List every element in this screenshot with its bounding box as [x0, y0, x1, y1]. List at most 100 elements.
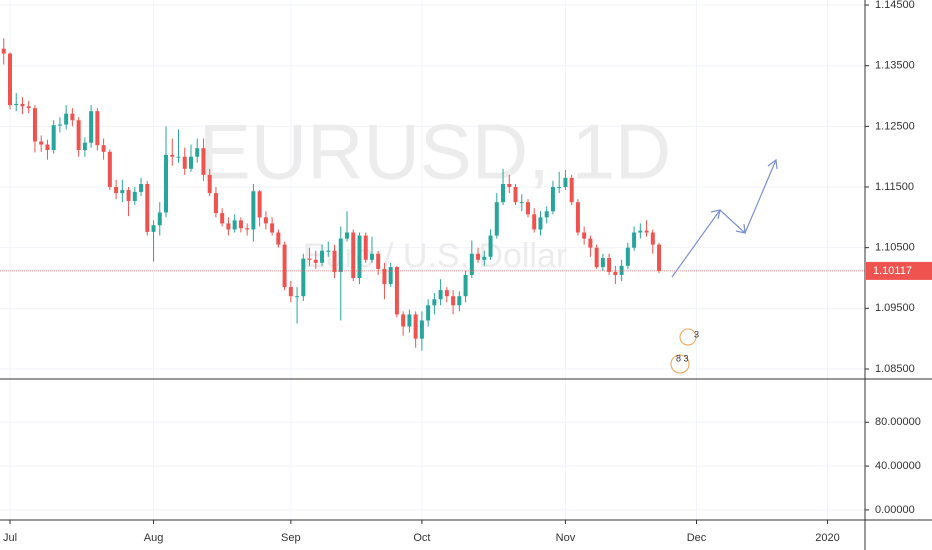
candle-body: [45, 144, 50, 151]
x-tick-label: Jul: [3, 532, 17, 544]
candle-body: [401, 314, 406, 327]
candle-body: [26, 106, 31, 109]
candle-body: [532, 214, 537, 230]
candle-body: [213, 193, 218, 214]
candle-body: [164, 154, 169, 213]
event-label: 3: [694, 329, 699, 339]
candle-body: [426, 305, 431, 321]
candle-body: [525, 202, 530, 215]
candle-body: [313, 259, 318, 263]
candle-body: [650, 232, 655, 245]
candle-body: [613, 271, 618, 275]
candle-body: [145, 183, 150, 232]
candle-body: [382, 268, 387, 285]
candle-body: [201, 148, 206, 175]
candle-body: [195, 148, 200, 157]
candle-body: [132, 191, 137, 201]
candle-body: [288, 287, 293, 297]
y-tick-label: 80.00000: [875, 416, 921, 428]
candle-body: [644, 230, 649, 233]
candles: [0, 38, 865, 351]
candle-body: [39, 141, 44, 145]
candle-body: [419, 320, 424, 339]
x-tick-label: Sep: [281, 532, 301, 544]
axes: 1.14500 1.13500 1.12500 1.11500 1.10500 1.095…: [3, 0, 932, 544]
candle-body: [363, 235, 368, 260]
candle-body: [501, 183, 506, 203]
candle-body: [538, 217, 543, 230]
y-tick-label: 1.10500: [875, 242, 915, 254]
candle-body: [519, 202, 524, 204]
forecast-path: [671, 159, 777, 278]
candle-body: [513, 187, 518, 203]
candle-body: [295, 296, 300, 298]
candle-body: [638, 230, 643, 233]
candle-body: [575, 202, 580, 233]
candle-body: [563, 177, 568, 188]
candle-body: [344, 232, 349, 239]
y-tick-label: 1.11500: [875, 181, 914, 193]
x-tick-label: Aug: [144, 532, 164, 544]
candle-body: [101, 145, 106, 152]
candle-body: [407, 314, 412, 327]
events: 3 8 3: [670, 328, 699, 374]
candle-body: [176, 156, 181, 158]
candle-body: [170, 154, 175, 157]
candle-body: [263, 217, 268, 224]
y-tick-label: 1.09500: [875, 302, 915, 314]
x-tick-label: Oct: [413, 532, 430, 544]
candle-body: [607, 257, 612, 272]
candle-body: [557, 187, 562, 189]
candle-body: [544, 211, 549, 218]
candle-body: [57, 124, 62, 126]
candle-body: [657, 244, 662, 271]
candle-body: [619, 265, 624, 275]
candle-body: [394, 267, 399, 315]
candle-body: [126, 190, 131, 201]
candle-body: [32, 108, 37, 142]
candle-body: [432, 299, 437, 306]
drawing: [671, 158, 778, 278]
candle-body: [82, 142, 87, 151]
candle-body: [245, 228, 250, 230]
candle-body: [157, 212, 162, 226]
arrow-head: [710, 209, 721, 220]
candle-body: [257, 191, 262, 218]
arrow-head: [767, 158, 778, 170]
candle-body: [588, 238, 593, 248]
candle-body: [632, 232, 637, 248]
y-tick-label: 1.12500: [875, 120, 915, 132]
candle-body: [188, 156, 193, 169]
x-tick-label: Nov: [556, 532, 576, 544]
candle-body: [7, 53, 12, 106]
candle-body: [89, 111, 94, 143]
candle-body: [569, 177, 574, 203]
candle-body: [332, 250, 337, 272]
candle-body: [413, 314, 418, 339]
candle-body: [307, 258, 312, 260]
y-tick-label: 1.08500: [875, 363, 915, 375]
candle-body: [207, 174, 212, 194]
candle-body: [251, 191, 256, 230]
last-price-label: 1.10117: [873, 265, 912, 277]
candle-body: [182, 156, 187, 169]
candle-body: [282, 244, 287, 288]
candle-body: [482, 256, 487, 260]
candle-body: [369, 253, 374, 260]
watermark-subtitle: Euro / U.S. Dollar: [303, 237, 568, 275]
candle-body: [114, 187, 119, 194]
candle-body: [550, 187, 555, 212]
candle-body: [220, 213, 225, 224]
candle-body: [469, 253, 474, 275]
candle-body: [238, 220, 243, 229]
candle-body: [488, 235, 493, 257]
y-tick-label: 1.14500: [875, 0, 915, 11]
candle-body: [107, 151, 112, 188]
candle-body: [338, 238, 343, 272]
y-tick-label: 1.13500: [875, 60, 915, 72]
candle-body: [276, 232, 281, 245]
candle-body: [70, 113, 75, 121]
arrow-head: [735, 223, 746, 234]
candle-body: [14, 103, 19, 106]
